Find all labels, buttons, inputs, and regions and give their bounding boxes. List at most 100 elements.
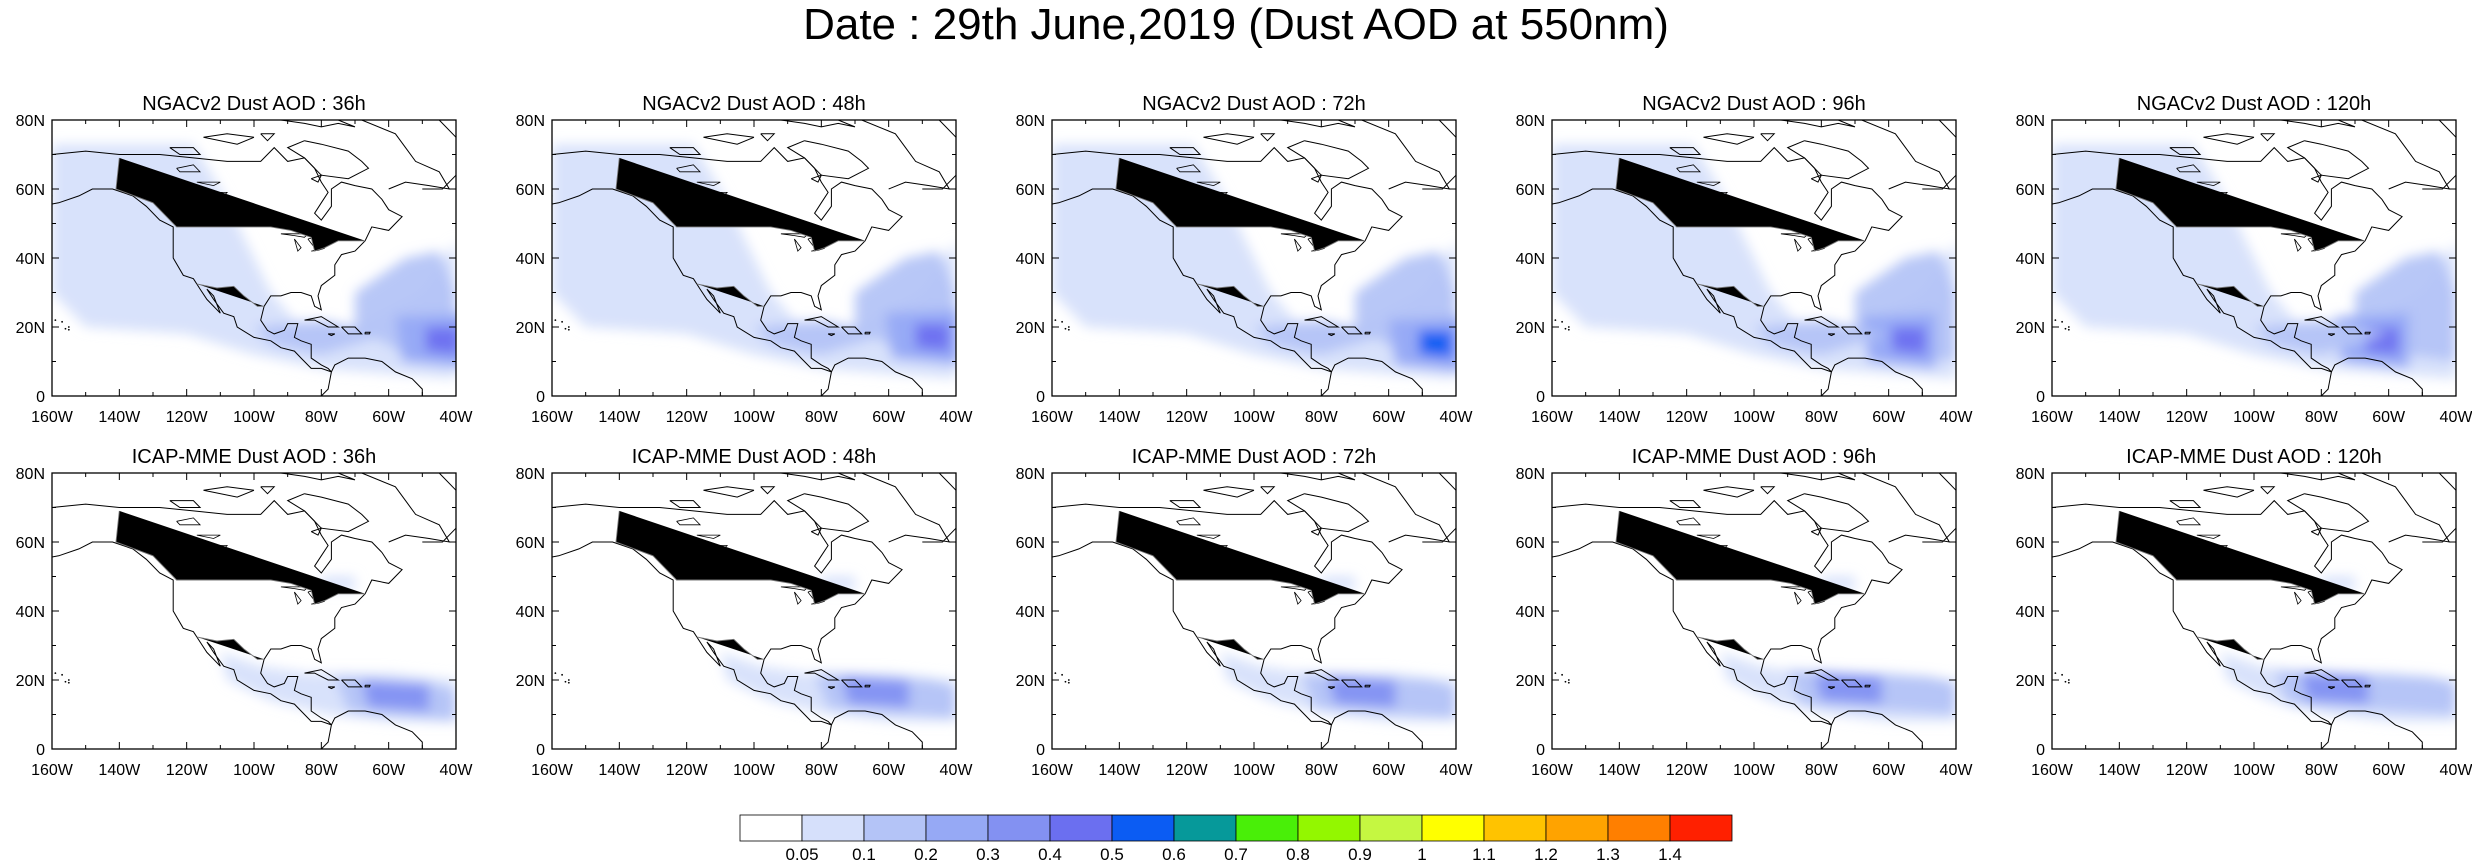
lat-tick-label: 40N [1016,251,1045,268]
lat-tick-label: 0 [2036,742,2045,759]
lon-tick-label: 100W [1733,409,1776,426]
colorbar-label: 0.05 [785,845,818,862]
lon-tick-label: 60W [2372,762,2406,779]
lat-tick-label: 80N [16,113,45,130]
lat-tick-label: 0 [36,742,45,759]
lat-tick-label: 20N [1016,320,1045,337]
colorbar-swatch [863,814,927,842]
lon-tick-label: 120W [666,762,709,779]
map-panel: 160W 140W 120W 100W 80W 60W 40W 80N 60N 40N 20N 0 NG… [516,93,974,426]
lon-tick-label: 40W [440,409,474,426]
lon-tick-label: 100W [1733,762,1776,779]
colorbar-label: 1.4 [1658,845,1682,862]
lat-tick-label: 0 [2036,389,2045,406]
colorbar-label: 0.3 [976,845,1000,862]
colorbar-swatch [801,814,865,842]
lon-tick-label: 140W [98,409,141,426]
lat-tick-label: 80N [1016,113,1045,130]
lon-tick-label: 100W [733,409,776,426]
colorbar-swatch [1483,814,1547,842]
colorbar-swatch [1669,814,1733,842]
lon-tick-label: 100W [1233,762,1276,779]
lon-tick-label: 140W [1098,409,1141,426]
lon-tick-label: 160W [1031,409,1074,426]
lon-tick-label: 160W [2031,409,2074,426]
lon-tick-label: 160W [531,409,574,426]
colorbar-label: 0.1 [852,845,876,862]
lon-tick-label: 120W [2166,762,2209,779]
lon-tick-label: 80W [305,409,339,426]
panel-title: ICAP-MME Dust AOD : 72h [1132,446,1377,468]
lon-tick-label: 60W [372,409,406,426]
lat-tick-label: 0 [536,389,545,406]
panel-title: NGACv2 Dust AOD : 36h [142,93,365,115]
panel-title: NGACv2 Dust AOD : 72h [1142,93,1365,115]
lat-tick-label: 40N [1016,604,1045,621]
colorbar-label: 0.4 [1038,845,1062,862]
colorbar-swatch [1545,814,1609,842]
map-panel: 160W 140W 120W 100W 80W 60W 40W 80N 60N 40N 20N 0 NG… [1516,93,1974,426]
colorbar-swatch [1421,814,1485,842]
lat-tick-label: 20N [2016,320,2045,337]
lat-tick-label: 20N [16,320,45,337]
lat-tick-label: 80N [1516,466,1545,483]
colorbar-swatch [1607,814,1671,842]
colorbar-label: 0.8 [1286,845,1310,862]
coastlines [1552,473,1956,749]
lon-tick-label: 80W [1305,762,1339,779]
lon-tick-label: 60W [1872,409,1906,426]
map-panel: 160W 140W 120W 100W 80W 60W 40W 80N 60N 40N 20N 0 IC… [2016,446,2472,779]
dust-aod-field [1220,576,1456,722]
dust-aod-field [1720,576,1956,722]
colorbar-label: 0.2 [914,845,938,862]
lon-tick-label: 120W [2166,409,2209,426]
lon-tick-label: 60W [372,762,406,779]
lat-tick-label: 80N [2016,466,2045,483]
colorbar-swatch [987,814,1051,842]
lon-tick-label: 40W [2440,409,2472,426]
lat-tick-label: 60N [2016,182,2045,199]
lat-tick-label: 40N [16,251,45,268]
coastlines [1052,120,1456,396]
dust-aod-field [2220,576,2456,722]
colorbar-swatch [1173,814,1237,842]
lat-tick-label: 80N [16,466,45,483]
lon-tick-label: 100W [2233,762,2276,779]
lat-tick-label: 0 [36,389,45,406]
colorbar-label: 1.1 [1472,845,1496,862]
lat-tick-label: 60N [1016,182,1045,199]
lon-tick-label: 80W [805,409,839,426]
lon-tick-label: 160W [1031,762,1074,779]
lat-tick-label: 80N [516,113,545,130]
lat-tick-label: 40N [516,251,545,268]
lat-tick-label: 40N [1516,604,1545,621]
lat-tick-label: 60N [16,535,45,552]
lon-tick-label: 140W [2098,409,2141,426]
lon-tick-label: 140W [598,409,641,426]
lat-tick-label: 40N [1516,251,1545,268]
lon-tick-label: 140W [598,762,641,779]
lat-tick-label: 60N [516,182,545,199]
colorbar-label: 0.5 [1100,845,1124,862]
lon-tick-label: 40W [1940,762,1974,779]
colorbar-label: 0.6 [1162,845,1186,862]
panel-title: ICAP-MME Dust AOD : 48h [632,446,877,468]
lon-tick-label: 80W [1805,762,1839,779]
lon-tick-label: 60W [1872,762,1906,779]
lon-tick-label: 140W [98,762,141,779]
lat-tick-label: 20N [516,673,545,690]
lon-tick-label: 160W [531,762,574,779]
lat-tick-label: 80N [516,466,545,483]
map-panel: 160W 140W 120W 100W 80W 60W 40W 80N 60N 40N 20N 0 IC… [516,446,974,779]
lon-tick-label: 40W [1440,762,1474,779]
lon-tick-label: 140W [1098,762,1141,779]
colorbar-swatch [925,814,989,842]
lon-tick-label: 40W [1440,409,1474,426]
lon-tick-label: 60W [1372,409,1406,426]
lon-tick-label: 140W [1598,762,1641,779]
map-panel: 160W 140W 120W 100W 80W 60W 40W 80N 60N 40N 20N 0 IC… [16,446,474,779]
lon-tick-label: 60W [872,409,906,426]
colorbar-swatch [1359,814,1423,842]
map-panel: 160W 140W 120W 100W 80W 60W 40W 80N 60N 40N 20N 0 NG… [2016,93,2472,426]
lat-tick-label: 20N [516,320,545,337]
